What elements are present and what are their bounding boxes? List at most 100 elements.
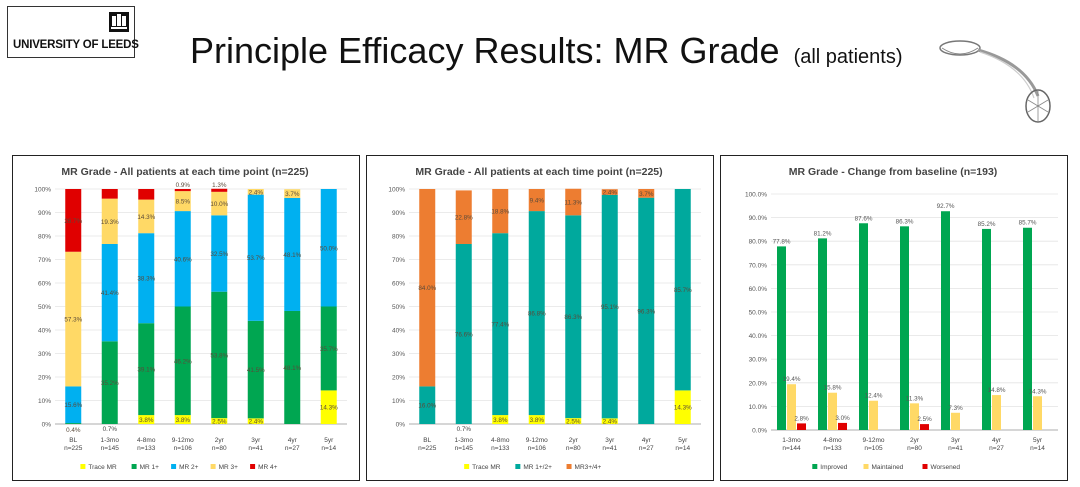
data-label: 85.7%: [1019, 220, 1037, 227]
crest-icon: [109, 12, 129, 32]
x-tick-label: 3yr: [951, 437, 961, 444]
legend-swatch: [812, 464, 818, 469]
data-label: 35.7%: [320, 346, 338, 353]
bar: [992, 395, 1001, 430]
x-tick-label: 4-8mo: [823, 437, 842, 444]
legend-label: Trace MR: [472, 464, 501, 471]
data-label: 81.2%: [814, 230, 832, 237]
data-label: 76.6%: [455, 331, 473, 338]
y-tick-label: 60%: [392, 281, 405, 288]
n-label: n=145: [101, 445, 120, 452]
bar: [818, 238, 827, 430]
y-tick-label: 0%: [396, 422, 406, 429]
y-tick-label: 0%: [42, 422, 52, 429]
y-tick-label: 10%: [392, 398, 405, 405]
data-label: 86.3%: [564, 314, 582, 321]
data-label: 95.1%: [601, 304, 619, 311]
n-label: n=80: [566, 445, 581, 452]
data-label: 3.8%: [176, 417, 191, 424]
data-label: 11.3%: [906, 395, 924, 402]
legend-label: MR 4+: [258, 464, 278, 471]
data-label: 9.4%: [530, 198, 545, 205]
data-label: 0.9%: [176, 182, 191, 189]
legend-swatch: [566, 464, 572, 469]
data-label: 15.6%: [64, 402, 82, 409]
data-label: 48.1%: [283, 252, 301, 259]
data-label: 2.4%: [603, 419, 618, 426]
x-tick-label: 5yr: [1033, 437, 1043, 444]
chart-title: MR Grade - All patients at each time poi…: [61, 166, 308, 178]
bar-segment: [419, 189, 436, 387]
x-tick-label: 3yr: [605, 437, 615, 444]
bar: [1033, 396, 1042, 430]
n-label: n=133: [823, 445, 842, 452]
bar-segment: [320, 390, 337, 424]
data-label: 46.2%: [174, 358, 192, 365]
bar: [777, 246, 786, 430]
bar-segment: [211, 215, 228, 292]
x-tick-label: 2yr: [569, 437, 579, 444]
y-tick-label: 80%: [392, 234, 405, 241]
x-tick-label: BL: [69, 437, 77, 444]
x-tick-label: 1-3mo: [101, 437, 120, 444]
mr-grade-grouped-stacked-chart: MR Grade - All patients at each time poi…: [388, 166, 701, 471]
bar-segment: [638, 189, 655, 198]
bar-segment: [101, 243, 118, 342]
data-label: 19.4%: [783, 376, 801, 383]
bar-segment: [455, 190, 472, 244]
y-tick-label: 20.0%: [749, 380, 768, 387]
x-tick-label: 4-8mo: [491, 437, 510, 444]
bar-segment: [284, 310, 301, 424]
data-label: 86.8%: [528, 311, 546, 318]
n-label: n=80: [212, 445, 227, 452]
legend-label: MR 1+/2+: [523, 464, 552, 471]
bar-segment: [65, 189, 82, 252]
data-label: 85.2%: [978, 221, 996, 228]
data-label: 14.3%: [1029, 388, 1047, 395]
bar-segment: [565, 418, 582, 424]
bar-segment: [601, 189, 618, 195]
n-label: n=106: [174, 445, 193, 452]
bar-segment: [601, 194, 618, 419]
bar: [797, 423, 806, 430]
data-label: 35.2%: [101, 380, 119, 387]
bar: [828, 392, 837, 430]
y-tick-label: 60.0%: [749, 286, 768, 293]
y-tick-label: 80%: [38, 234, 51, 241]
bar-segment: [138, 415, 155, 424]
legend-label: MR3+/4+: [575, 464, 602, 471]
legend-label: MR 2+: [179, 464, 199, 471]
bar: [838, 422, 847, 430]
y-tick-label: 50%: [392, 304, 405, 311]
university-logo: UNIVERSITY OF LEEDS: [7, 6, 139, 58]
bar-segment: [674, 189, 691, 391]
bar-segment: [528, 211, 545, 416]
y-tick-label: 20%: [392, 375, 405, 382]
x-tick-label: 3yr: [251, 437, 261, 444]
n-label: n=80: [907, 445, 922, 452]
legend-swatch: [131, 464, 137, 469]
legend-label: Improved: [820, 464, 847, 471]
data-label: 32.5%: [210, 251, 228, 258]
bar-segment: [284, 189, 301, 198]
n-label: n=225: [64, 445, 83, 452]
data-label: 2.8%: [794, 415, 809, 422]
bar-segment: [492, 233, 509, 416]
y-tick-label: 30%: [392, 351, 405, 358]
data-label: 12.4%: [865, 393, 883, 400]
bar-segment: [101, 198, 118, 244]
y-tick-label: 60%: [38, 281, 51, 288]
data-label: 41.4%: [101, 290, 119, 297]
x-tick-label: 5yr: [678, 437, 688, 444]
legend-swatch: [80, 464, 86, 469]
y-tick-label: 30%: [38, 351, 51, 358]
x-tick-label: 4yr: [992, 437, 1002, 444]
data-label: 14.3%: [137, 214, 155, 221]
data-label: 84.0%: [418, 285, 436, 292]
legend-label: Worsened: [931, 464, 961, 471]
data-label: 10.0%: [210, 201, 228, 208]
y-tick-label: 90%: [392, 210, 405, 217]
data-label: 53.8%: [210, 352, 228, 359]
bar-segment: [455, 243, 472, 424]
n-label: n=14: [321, 445, 336, 452]
